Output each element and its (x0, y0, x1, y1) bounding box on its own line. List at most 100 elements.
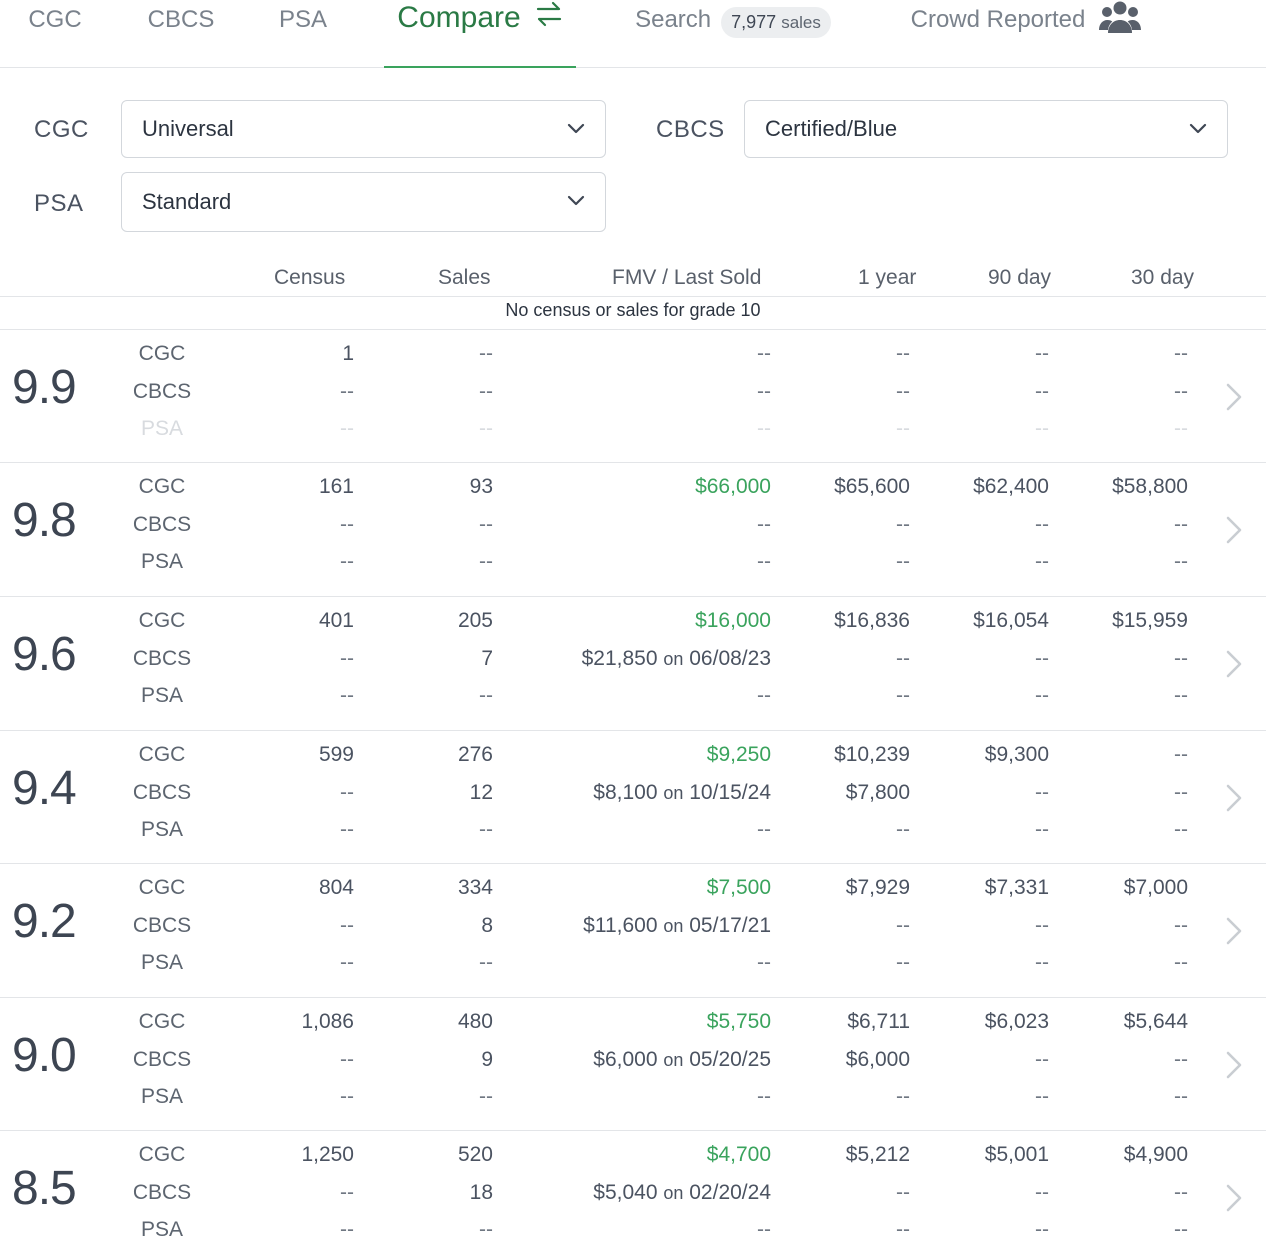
cbcs-label-select[interactable]: Certified/Blue (744, 100, 1228, 158)
census-cell: -- (340, 417, 354, 440)
sales-count-unit: sales (781, 12, 821, 32)
grading-company-label: PSA (140, 818, 184, 841)
sales-cell: 12 (469, 781, 493, 804)
fmv-cell: $4,700 (706, 1143, 771, 1166)
chevron-right-icon[interactable] (1224, 515, 1244, 545)
census-cell: -- (340, 684, 354, 707)
one-year-cell: -- (896, 550, 910, 573)
one-year-cell: -- (896, 342, 910, 365)
ninety-day-cell: -- (1035, 342, 1049, 365)
tab-compare-label: Compare (397, 1, 521, 34)
thirty-day-cell: $4,900 (1123, 1143, 1188, 1166)
cgc-label-select-value: Universal (142, 116, 234, 141)
col-header-sales: Sales (438, 266, 491, 289)
grading-company-label: CGC (138, 1010, 186, 1033)
tab-crowd-reported[interactable]: Crowd Reported (890, 0, 1162, 68)
census-cell: -- (340, 1218, 354, 1241)
thirty-day-cell: -- (1174, 914, 1188, 937)
one-year-cell: -- (896, 951, 910, 974)
sales-cell: 8 (481, 914, 493, 937)
one-year-cell: -- (896, 1218, 910, 1241)
census-cell: 1,086 (301, 1010, 354, 1033)
last-sold-date: 06/08/23 (689, 647, 771, 670)
ninety-day-cell: -- (1035, 417, 1049, 440)
tab-bar: CGC CBCS PSA Compare Search 7,977 sales (0, 0, 1266, 68)
ninety-day-cell: $5,001 (984, 1143, 1049, 1166)
users-group-icon (1099, 0, 1142, 41)
sales-cell: -- (479, 513, 493, 536)
filter-cbcs-label: CBCS (656, 116, 725, 143)
tab-cgc[interactable]: CGC (18, 0, 92, 68)
psa-label-select[interactable]: Standard (121, 172, 606, 232)
grading-company-label: CBCS (132, 1181, 192, 1204)
one-year-cell: -- (896, 513, 910, 536)
sales-cell: 334 (457, 876, 493, 899)
census-cell: 1 (342, 342, 354, 365)
tab-search-label: Search (635, 6, 712, 33)
grade-row[interactable]: 9.6 CGC 401 205 $16,000 $16,836 $16,054 $15,959… (0, 597, 1266, 731)
grade-row[interactable]: 9.4 CGC 599 276 $9,250 $10,239 $9,300 -- CBCS -- 1… (0, 731, 1266, 864)
sales-cell: -- (479, 818, 493, 841)
swap-arrows-icon (535, 1, 563, 35)
col-header-census: Census (274, 266, 346, 289)
fmv-cell: -- (757, 380, 771, 403)
chevron-right-icon[interactable] (1224, 916, 1244, 946)
col-header-fmv: FMV / Last Sold (612, 266, 762, 289)
sales-cell: -- (479, 380, 493, 403)
grading-company-label: CGC (138, 342, 186, 365)
last-sold-date: 05/20/25 (689, 1048, 771, 1071)
census-cell: -- (340, 1048, 354, 1071)
tab-cbcs[interactable]: CBCS (136, 0, 226, 68)
fmv-cell: -- (757, 1085, 771, 1108)
sales-cell: -- (479, 1085, 493, 1108)
grade-row[interactable]: 9.8 CGC 161 93 $66,000 $65,600 $62,400 $58,800 C… (0, 463, 1266, 597)
grade-row[interactable]: 9.0 CGC 1,086 480 $5,750 $6,711 $6,023 $5,644 CB… (0, 998, 1266, 1131)
ninety-day-cell: -- (1035, 647, 1049, 670)
last-sold-price: $6,000 (593, 1048, 658, 1071)
chevron-right-icon[interactable] (1224, 783, 1244, 813)
grade-row[interactable]: 8.5 CGC 1,250 520 $4,700 $5,212 $5,001 $4,900 CB… (0, 1131, 1266, 1254)
chevron-right-icon[interactable] (1224, 1183, 1244, 1213)
one-year-cell: $7,800 (845, 781, 910, 804)
tab-crowd-reported-label: Crowd Reported (910, 6, 1086, 33)
grading-company-label: PSA (140, 1085, 184, 1108)
thirty-day-cell: -- (1174, 1218, 1188, 1241)
one-year-cell: -- (896, 818, 910, 841)
thirty-day-cell: -- (1174, 513, 1188, 536)
census-cell: 804 (318, 876, 354, 899)
thirty-day-cell: $5,644 (1123, 1010, 1188, 1033)
grading-company-label: CBCS (132, 380, 192, 403)
grade-10-notice: No census or sales for grade 10 (505, 300, 761, 320)
census-cell: 599 (318, 743, 354, 766)
one-year-cell: $65,600 (834, 475, 910, 498)
census-cell: -- (340, 818, 354, 841)
grade-value: 9.0 (12, 1029, 77, 1082)
tab-search[interactable]: Search 7,977 sales (622, 0, 844, 68)
ninety-day-cell: -- (1035, 818, 1049, 841)
grade-row[interactable]: 9.9 CGC 1 -- -- -- -- -- CBCS -- -- -- -- -- -- PSA -- --… (0, 330, 1266, 463)
sales-cell: 7 (481, 647, 493, 670)
last-sold-date: 05/17/21 (689, 914, 771, 937)
tab-cbcs-label: CBCS (147, 6, 215, 33)
grade-value: 9.2 (12, 895, 77, 948)
chevron-right-icon[interactable] (1224, 649, 1244, 679)
census-cell: -- (340, 647, 354, 670)
tab-psa[interactable]: PSA (268, 0, 338, 68)
chevron-right-icon[interactable] (1224, 382, 1244, 412)
cgc-label-select[interactable]: Universal (121, 100, 606, 158)
last-sold-cell: $6,000 on 05/20/25 (593, 1048, 771, 1072)
chevron-right-icon[interactable] (1224, 1050, 1244, 1080)
fmv-cell: -- (757, 1218, 771, 1241)
grade-row[interactable]: 9.2 CGC 804 334 $7,500 $7,929 $7,331 $7,000 CBCS… (0, 864, 1266, 998)
census-cell: -- (340, 914, 354, 937)
cbcs-label-select-value: Certified/Blue (765, 116, 898, 141)
last-sold-on-word: on (663, 916, 684, 936)
grading-company-label: CBCS (132, 781, 192, 804)
one-year-cell: $7,929 (845, 876, 910, 899)
one-year-cell: $10,239 (834, 743, 910, 766)
tab-compare[interactable]: Compare (384, 0, 576, 68)
grade-value: 8.5 (12, 1162, 77, 1215)
census-cell: 161 (318, 475, 354, 498)
sales-count-badge: 7,977 sales (721, 6, 831, 38)
one-year-cell: -- (896, 417, 910, 440)
